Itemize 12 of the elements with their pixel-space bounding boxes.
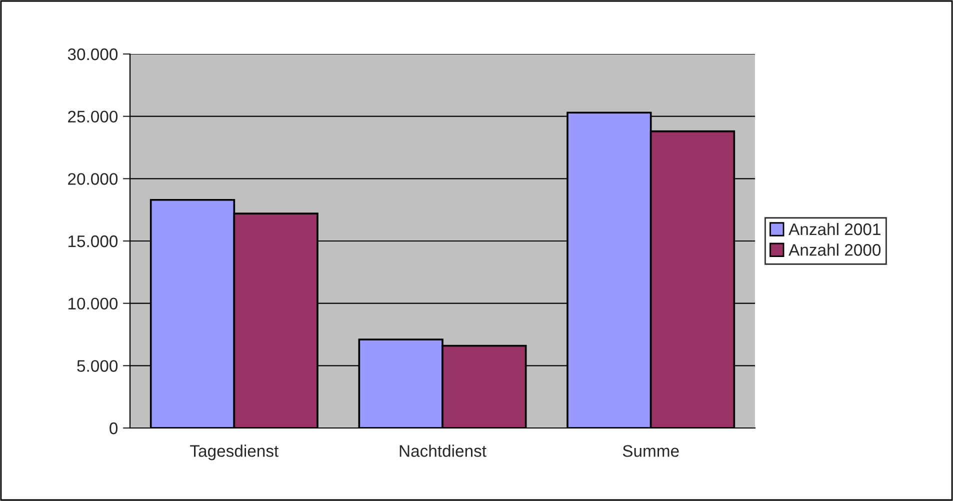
x-tick-label: Summe: [622, 445, 679, 457]
y-tick-label: 25.000: [68, 110, 118, 123]
y-tick-label: 5.000: [77, 360, 118, 372]
y-tick-label: 0: [110, 422, 118, 434]
x-tick-label: Nachtdienst: [400, 444, 486, 457]
y-tick-label: 15.000: [68, 235, 118, 248]
y-tick-label: 20.000: [68, 173, 118, 185]
x-tick-label: Tagesdienst: [190, 444, 279, 460]
legend-label: Anzahl 2001: [788, 222, 880, 236]
legend-label: Anzahl 2000: [788, 244, 881, 256]
y-tick-label: 30.000: [68, 48, 118, 60]
y-tick-label: 10.000: [68, 298, 118, 310]
